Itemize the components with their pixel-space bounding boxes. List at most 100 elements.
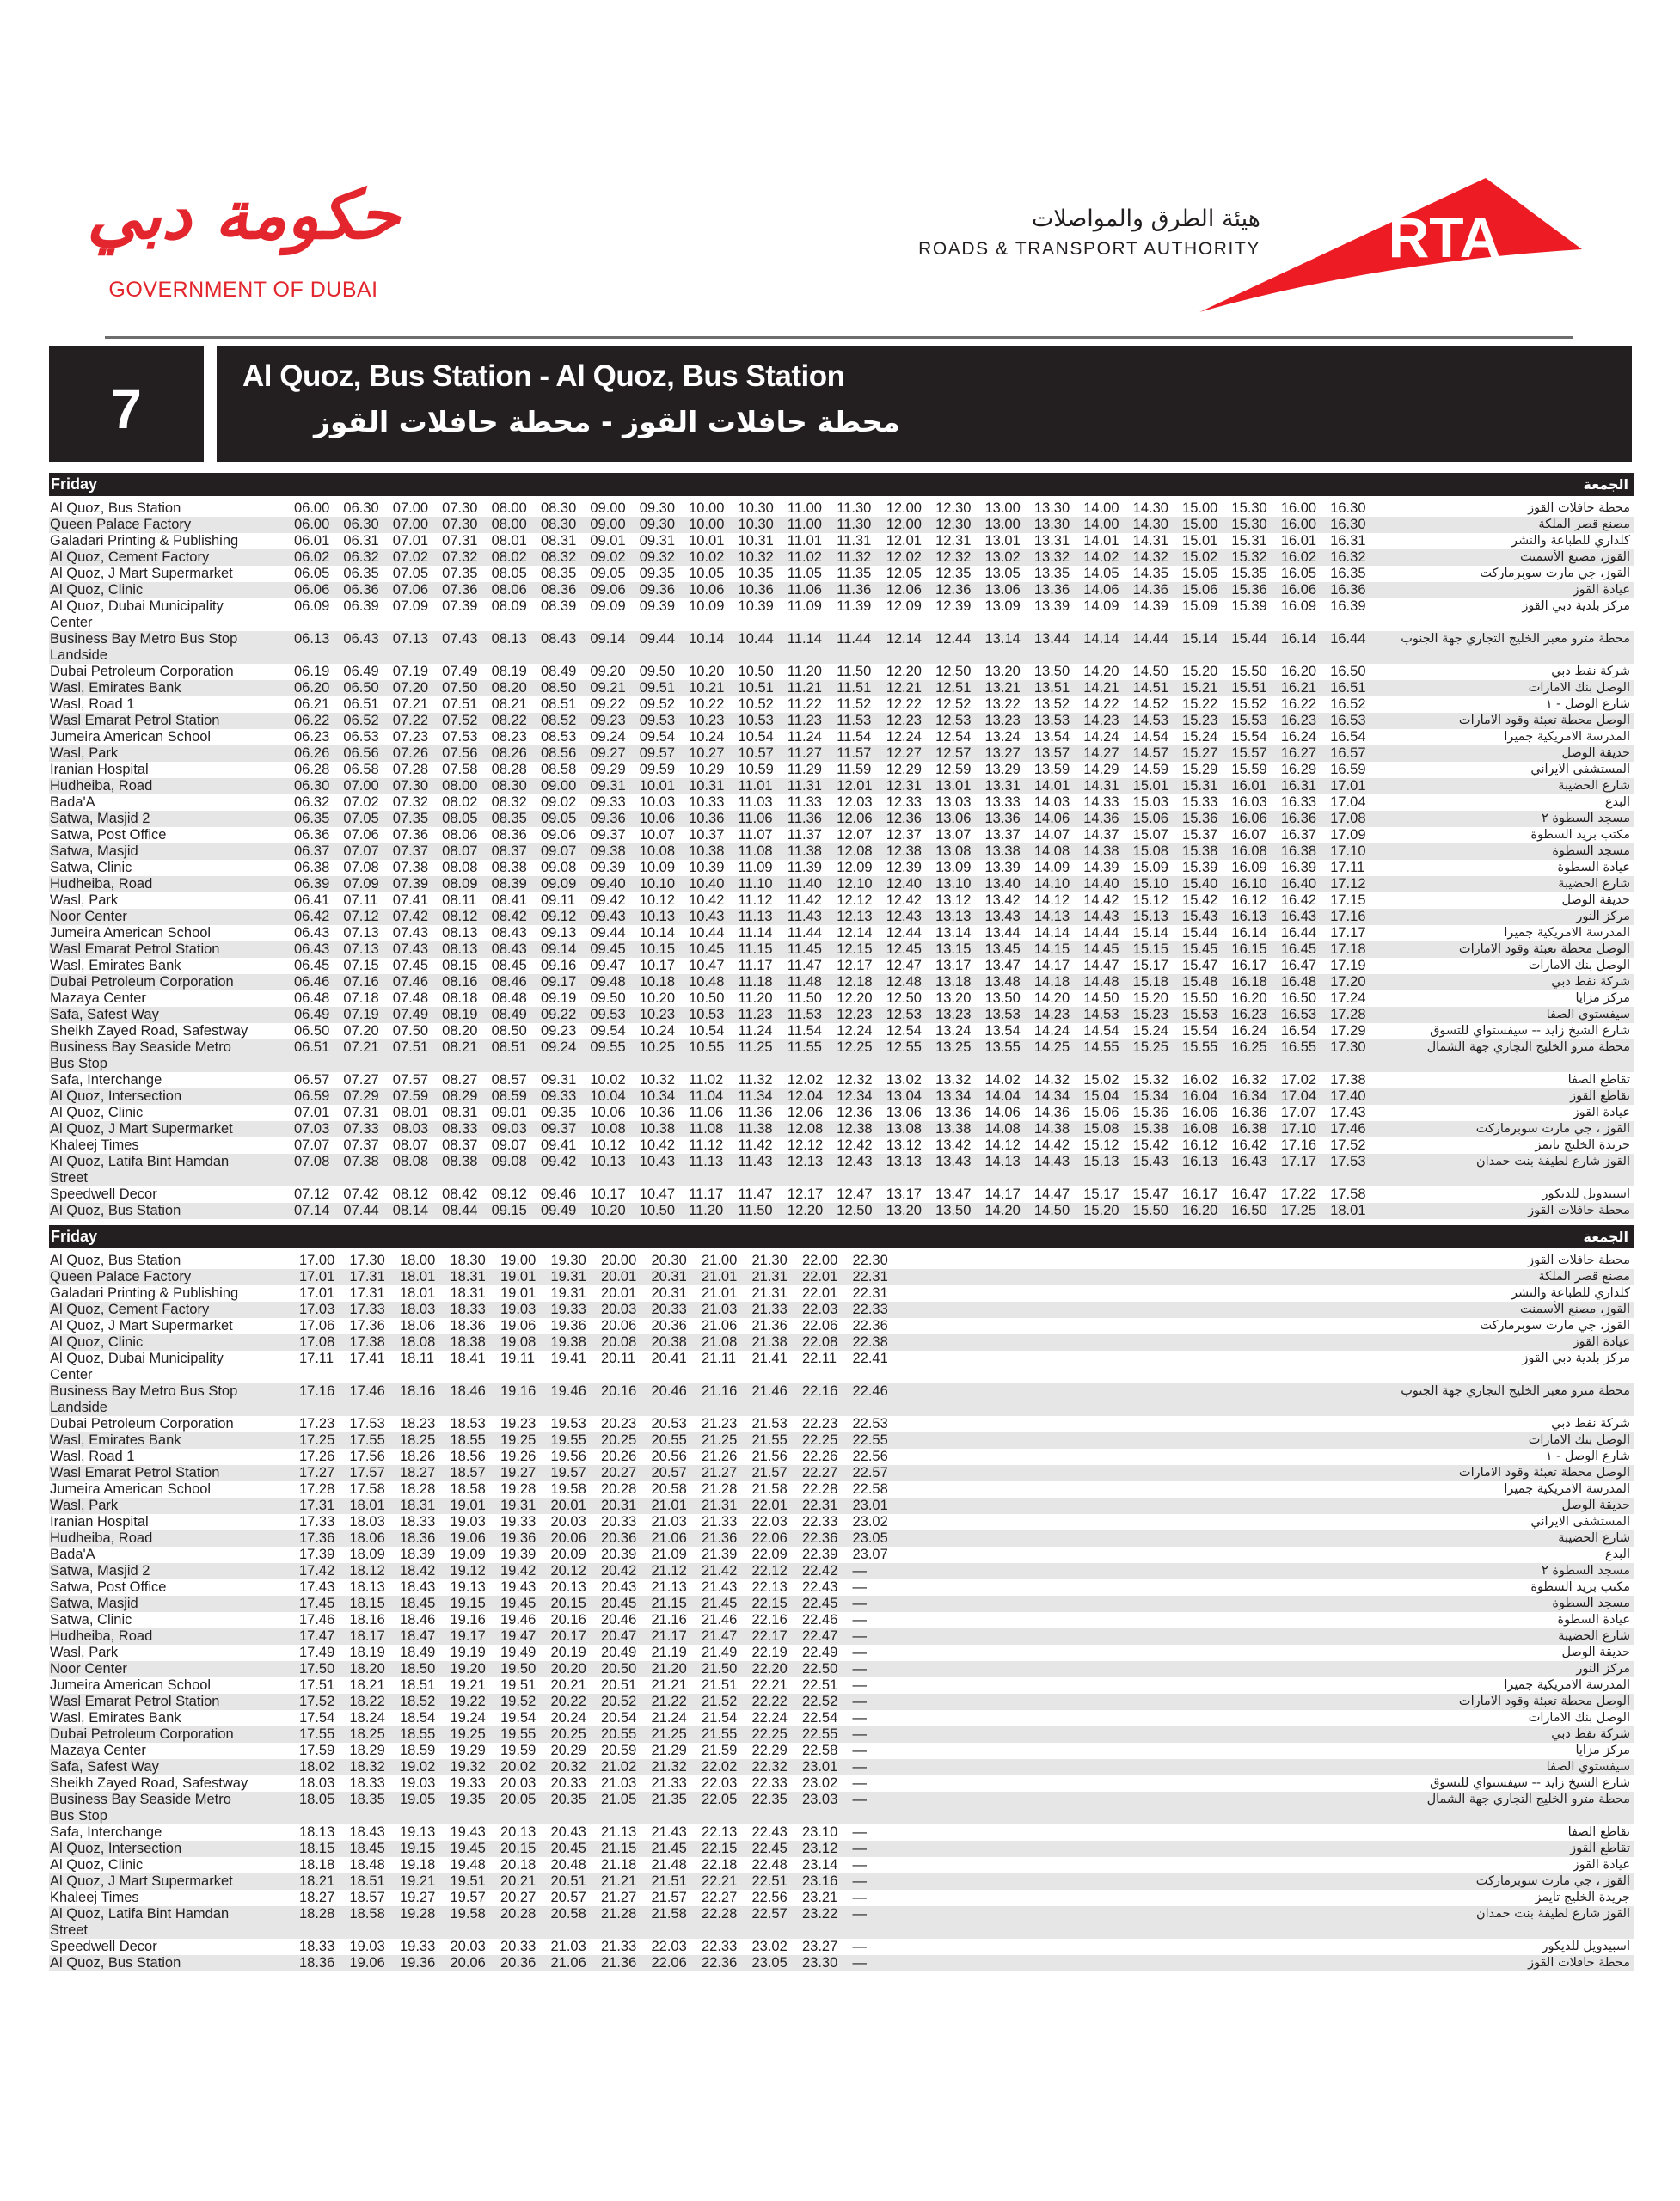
departure-time: 20.38	[651, 1334, 687, 1350]
stop-name-arabic-text: عيادة القوز	[1573, 1106, 1630, 1119]
stop-name-arabic-text: شارع الوصل - ١	[1545, 1450, 1630, 1463]
departure-time: 13.21	[984, 680, 1021, 696]
departure-time: 20.36	[500, 1955, 536, 1971]
departure-time: 07.43	[392, 941, 429, 957]
stop-name-arabic-text: سيفستوي الصفا	[1546, 1760, 1630, 1774]
departure-time: 12.32	[935, 549, 972, 565]
stop-name-text: Al Quoz, Cement Factory	[50, 1302, 210, 1317]
departure-time: 21.59	[702, 1743, 738, 1758]
departure-time: 13.44	[984, 925, 1021, 941]
stop-name-arabic: شركة نفط دبي	[1380, 664, 1634, 680]
departure-time: 13.59	[1033, 762, 1070, 777]
departure-time: 21.15	[651, 1596, 687, 1611]
departure-time: 15.09	[1182, 598, 1218, 614]
departure-time: 18.57	[349, 1890, 385, 1905]
departure-time: 12.14	[886, 631, 922, 647]
stop-name: Satwa, Masjid 2	[49, 811, 294, 827]
departure-time: 23.27	[802, 1939, 838, 1954]
departure-time: 06.57	[294, 1072, 330, 1088]
departure-time: 08.06	[442, 827, 478, 843]
departure-time: 13.12	[935, 892, 972, 908]
departure-time: 06.13	[294, 631, 330, 647]
departure-time: —	[852, 1890, 868, 1905]
departure-time: 11.57	[837, 745, 872, 761]
departure-time: 11.48	[787, 974, 822, 990]
departure-time: 22.55	[802, 1726, 838, 1742]
departure-time: 08.43	[540, 631, 577, 647]
departure-time: 11.59	[837, 762, 872, 777]
departure-time: 16.07	[1231, 827, 1267, 843]
stop-name: Noor Center	[49, 909, 294, 925]
departure-time: 18.43	[400, 1579, 436, 1595]
departure-time: 13.47	[984, 958, 1021, 973]
departure-time: 11.20	[689, 1203, 724, 1218]
stop-name-arabic: اسبيدويل للديكور	[903, 1939, 1634, 1955]
departure-time: 18.11	[400, 1351, 435, 1366]
day-label-arabic: الجمعة	[1583, 1229, 1628, 1245]
departure-time: 13.33	[984, 794, 1021, 810]
table-row: Safa, Safest Way 06.49 07.19 07.49 08.19 08.4…	[49, 1007, 1634, 1023]
stop-name: Galadari Printing & Publishing	[49, 1285, 299, 1302]
departure-time: 22.25	[751, 1726, 788, 1742]
departure-time: 07.06	[392, 582, 429, 598]
stop-name-arabic: مكتب بريد السطوة	[903, 1579, 1634, 1596]
departure-time: 07.42	[392, 909, 429, 924]
departure-time: 08.27	[442, 1072, 478, 1088]
departure-time: 07.50	[392, 1023, 429, 1039]
departure-time: 14.20	[1083, 664, 1119, 679]
departure-time: 10.24	[639, 1023, 676, 1039]
table-row: Al Quoz, Bus Station 07.14 07.44 08.14 08.44…	[49, 1203, 1634, 1219]
departure-time: 22.15	[751, 1596, 788, 1611]
departure-time: 07.42	[343, 1186, 379, 1202]
departure-time: 06.06	[294, 582, 330, 598]
stop-name: Al Quoz, Clinic	[49, 1334, 299, 1351]
departure-time: 14.13	[1033, 909, 1070, 924]
stop-name-arabic: شارع الشيخ زايد -- سيفستواي للتسوق	[903, 1775, 1634, 1792]
departure-time: 16.08	[1231, 843, 1267, 859]
departure-time: 07.28	[392, 762, 429, 777]
departure-time: 12.13	[837, 909, 873, 924]
departure-time: 20.35	[550, 1792, 586, 1807]
stop-name-arabic: شارع الحضيبة	[903, 1628, 1634, 1645]
stop-name-arabic-text: حديقة الوصل	[1561, 893, 1630, 907]
departure-time: 09.37	[590, 827, 626, 843]
departure-time: 12.48	[886, 974, 922, 990]
departure-time: 20.11	[601, 1351, 636, 1366]
departure-time: 09.27	[590, 745, 626, 761]
departure-time: 16.06	[1280, 582, 1317, 598]
departure-time: 21.30	[751, 1253, 788, 1268]
departure-time: 19.36	[500, 1530, 536, 1546]
table-row: Satwa, Masjid 2 17.42 18.12 18.42 19.12 19.42…	[49, 1563, 1634, 1579]
departure-time: 20.15	[550, 1596, 586, 1611]
departure-time: 16.31	[1280, 778, 1317, 794]
departure-time: 08.03	[392, 1121, 429, 1137]
departure-time: 18.46	[400, 1612, 436, 1628]
departure-time: 15.45	[1182, 941, 1218, 957]
departure-time: 07.21	[392, 696, 429, 712]
departure-time: 17.31	[349, 1269, 385, 1284]
departure-time: 21.58	[651, 1906, 687, 1922]
departure-time: —	[852, 1563, 868, 1579]
departure-time: 16.12	[1231, 892, 1267, 908]
departure-time: 14.03	[1033, 794, 1070, 810]
departure-time: 11.14	[787, 631, 822, 647]
stop-name-arabic: القوز، مصنع الأسمنت	[903, 1302, 1634, 1318]
departure-time: 14.12	[1033, 892, 1070, 908]
stop-name-arabic: محطة مترو الخليج التجاري جهة الشمال	[903, 1792, 1634, 1808]
stop-name: Dubai Petroleum Corporation	[49, 664, 294, 680]
departure-time: 21.13	[601, 1824, 637, 1840]
departure-time: 19.33	[550, 1302, 586, 1317]
departure-time: 11.01	[787, 533, 822, 549]
departure-time: 14.30	[1132, 500, 1168, 516]
stop-name-text: Business Bay Metro Bus Stop Landside	[50, 1383, 238, 1415]
stop-name-arabic: مركز بلدية دبي القوز	[1380, 598, 1634, 615]
departure-time: 06.00	[294, 500, 330, 516]
departure-time: 11.39	[787, 860, 822, 875]
stop-name: Al Quoz, Bus Station	[49, 1253, 299, 1269]
stop-name-text: Wasl, Emirates Bank	[50, 680, 181, 696]
stop-name-arabic-text: محطة حافلات القوز	[1528, 501, 1630, 515]
timetable-friday-evening: Friday الجمعة Al Quoz, Bus Station 17.00 17.…	[49, 1225, 1634, 1971]
rta-triangle	[1199, 178, 1582, 312]
departure-time: 14.02	[984, 1072, 1021, 1088]
departure-time: 18.17	[349, 1628, 385, 1644]
